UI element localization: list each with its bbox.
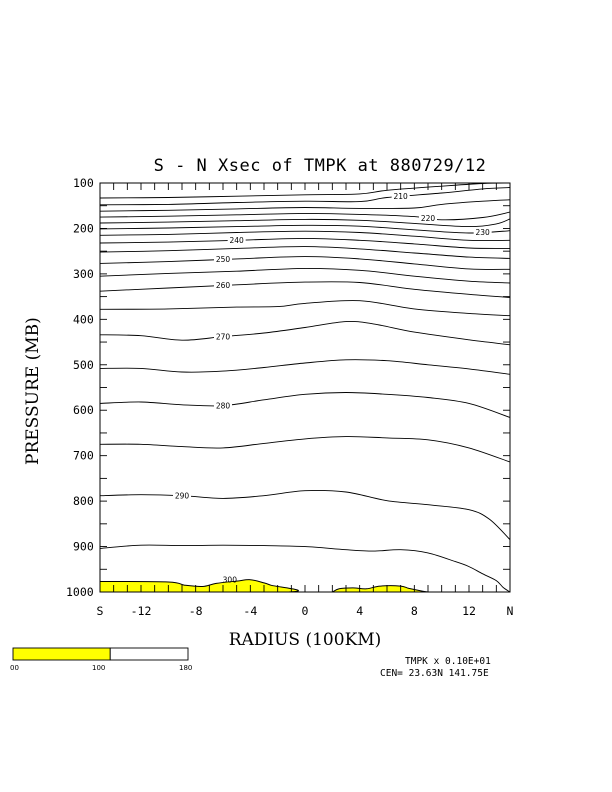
colorbar-segment-1	[109, 647, 189, 661]
contour-label-bg-240	[227, 236, 246, 245]
contour-label-bg-260	[214, 281, 232, 290]
plot-frame	[99, 182, 511, 593]
contour-line-215	[100, 199, 510, 212]
contour-label-250: 250	[216, 255, 231, 264]
footer-center-text: CEN= 23.63N 141.75E	[380, 668, 489, 679]
contour-line-290	[100, 489, 510, 541]
contour-label-240: 240	[230, 236, 245, 245]
colorbar-segment-0	[12, 647, 111, 661]
contour-label-290: 290	[175, 491, 190, 500]
x-tick-label: 12	[462, 604, 476, 618]
x-tick-label: -4	[243, 604, 257, 618]
contour-line-240	[100, 237, 510, 249]
contour-line-275	[100, 359, 510, 375]
x-tick-label: N	[507, 604, 514, 618]
contour-line-245	[100, 246, 510, 259]
contour-line-255	[100, 267, 510, 284]
contour-line-260	[100, 281, 510, 298]
y-tick-label: 1000	[66, 585, 94, 599]
y-tick-label: 800	[73, 494, 94, 508]
y-tick-label: 100	[73, 176, 94, 190]
contour-line-295	[100, 544, 510, 592]
footer-scale-text: TMPK x 0.10E+01	[405, 656, 491, 667]
x-axis-label: RADIUS (100KM)	[228, 630, 382, 650]
contour-line-285	[100, 436, 510, 463]
y-tick-label: 700	[73, 449, 94, 463]
colorbar-label-max: 180	[179, 664, 193, 672]
x-tick-label: S	[97, 604, 104, 618]
colorbar-label-min: 00	[10, 664, 19, 672]
x-tick-label: 0	[302, 604, 309, 618]
shaded-region-300-1	[332, 585, 429, 592]
contour-line-250	[100, 256, 510, 270]
contour-line-230	[100, 224, 510, 234]
contour-label-bg-290	[173, 491, 191, 500]
contour-label-220: 220	[421, 214, 436, 223]
contour-line-205	[100, 183, 510, 199]
x-tick-label: -8	[189, 604, 203, 618]
contour-label-210: 210	[394, 192, 409, 201]
contour-label-bg-270	[214, 332, 232, 341]
contour-label-230: 230	[476, 228, 491, 237]
x-tick-label: -12	[131, 604, 152, 618]
contour-label-bg-250	[214, 255, 232, 264]
contour-label-260: 260	[216, 281, 231, 290]
y-tick-label: 600	[73, 403, 94, 417]
contour-label-bg-210	[391, 192, 410, 201]
shaded-region-300-0	[100, 579, 299, 592]
x-tick-label: 4	[356, 604, 363, 618]
contour-label-bg-230	[473, 228, 492, 237]
contour-line-220	[100, 211, 510, 221]
y-tick-label: 200	[73, 221, 94, 235]
contour-line-235	[100, 230, 510, 242]
y-tick-label: 500	[73, 358, 94, 372]
contour-label-280: 280	[216, 401, 231, 410]
contour-line-225	[100, 218, 510, 228]
y-tick-label: 900	[73, 540, 94, 554]
y-tick-label: 300	[73, 267, 94, 281]
contour-line-280	[100, 392, 510, 418]
contour-line-265	[100, 300, 510, 317]
colorbar-label-mid: 100	[92, 664, 106, 672]
contour-label-bg-220	[419, 214, 437, 223]
chart-title: S - N Xsec of TMPK at 880729/12	[153, 156, 487, 176]
y-tick-label: 400	[73, 312, 94, 326]
contour-label-bg-280	[214, 401, 232, 410]
contour-line-210	[100, 187, 510, 206]
x-tick-label: 8	[411, 604, 418, 618]
contour-label-300: 300	[223, 575, 238, 584]
contour-label-270: 270	[216, 332, 231, 341]
contour-line-270	[100, 321, 510, 346]
